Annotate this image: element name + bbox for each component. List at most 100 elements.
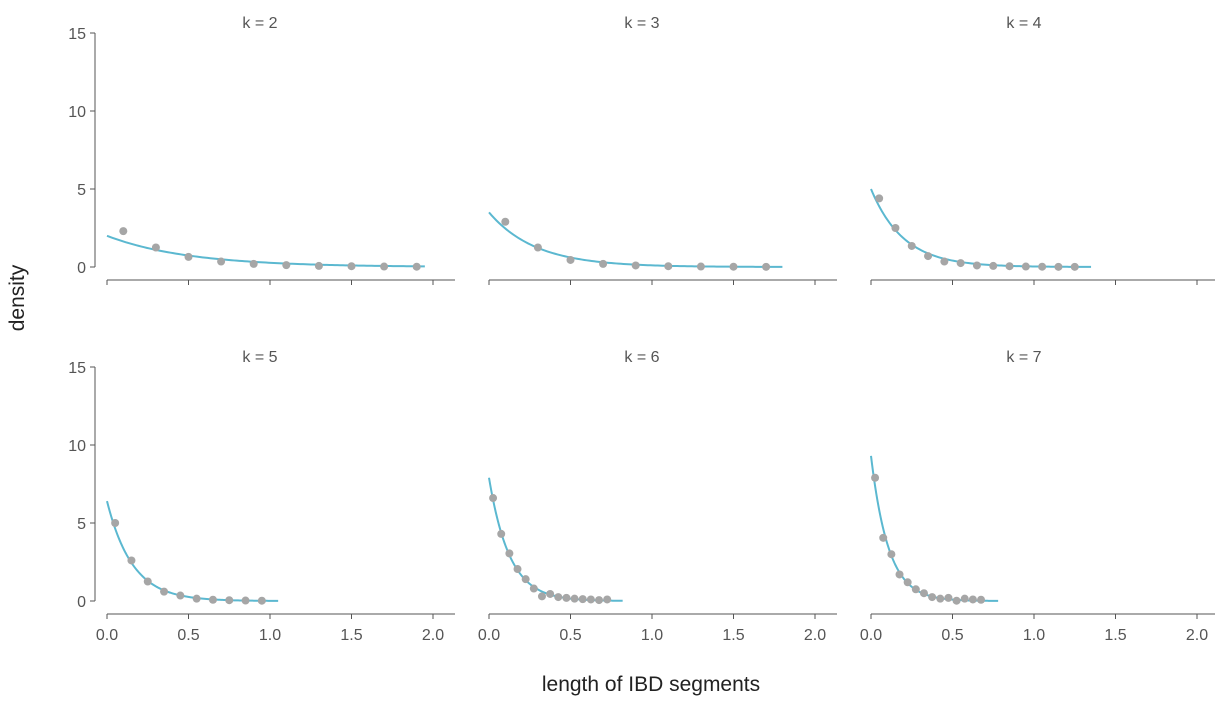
- data-point: [497, 529, 506, 538]
- fitted-curve: [106, 234, 425, 268]
- data-point: [529, 584, 538, 593]
- x-tick-label: 0.0: [96, 627, 118, 644]
- data-point: [696, 262, 705, 271]
- panel-3: k = 4: [870, 15, 1215, 285]
- data-point: [875, 194, 884, 203]
- y-tick-label: 5: [77, 182, 86, 199]
- data-point: [176, 591, 185, 600]
- data-point: [940, 257, 949, 266]
- data-point: [380, 262, 389, 271]
- data-point: [944, 593, 953, 602]
- data-point: [554, 593, 563, 602]
- data-point: [513, 565, 522, 574]
- data-point: [586, 595, 595, 604]
- fitted-curve: [488, 477, 623, 602]
- data-point: [887, 550, 896, 559]
- data-point: [578, 595, 587, 604]
- fitted-curve: [488, 211, 783, 268]
- x-tick-label: 1.0: [641, 627, 663, 644]
- data-point: [595, 596, 604, 605]
- data-point: [907, 241, 916, 250]
- x-tick-label: 0.5: [177, 627, 199, 644]
- data-point: [566, 255, 575, 264]
- panel-title: k = 2: [242, 15, 277, 32]
- data-point: [603, 595, 612, 604]
- data-point: [599, 259, 608, 268]
- data-point: [521, 575, 530, 584]
- data-point: [968, 595, 977, 604]
- x-axis-label: length of IBD segments: [542, 673, 760, 696]
- data-point: [225, 596, 234, 605]
- data-point: [729, 262, 738, 271]
- data-point: [501, 217, 510, 226]
- y-tick-label: 10: [68, 104, 86, 121]
- x-tick-label: 2.0: [1186, 627, 1208, 644]
- x-tick-label: 2.0: [422, 627, 444, 644]
- data-point: [208, 595, 217, 604]
- data-point: [1005, 262, 1014, 271]
- data-point: [347, 262, 356, 271]
- y-tick-label: 0: [77, 594, 86, 611]
- data-point: [160, 587, 169, 596]
- data-point: [1021, 262, 1030, 271]
- data-point: [1054, 262, 1063, 271]
- data-point: [412, 262, 421, 271]
- data-point: [505, 549, 514, 558]
- fitted-curve: [106, 500, 279, 602]
- fitted-curve: [870, 455, 999, 602]
- panel-4: k = 5 0.0 0.5 1.0 1.5 2.0 0 5 10 15: [68, 349, 455, 644]
- panel-title: k = 3: [624, 15, 659, 32]
- data-point: [664, 262, 673, 271]
- data-point: [871, 473, 880, 482]
- data-point: [537, 592, 546, 601]
- y-tick-label: 0: [77, 260, 86, 277]
- panel-title: k = 5: [242, 349, 277, 366]
- data-point: [249, 259, 258, 268]
- data-point: [127, 556, 136, 565]
- x-tick-label: 0.0: [860, 627, 882, 644]
- data-point: [911, 585, 920, 594]
- data-point: [956, 259, 965, 268]
- data-point: [119, 227, 128, 236]
- data-point: [184, 252, 193, 261]
- data-point: [217, 257, 226, 266]
- data-point: [489, 494, 498, 503]
- y-tick-label: 10: [68, 438, 86, 455]
- panel-title: k = 6: [624, 349, 659, 366]
- data-point: [1038, 262, 1047, 271]
- data-point: [895, 570, 904, 579]
- data-point: [314, 261, 323, 270]
- panel-title: k = 4: [1006, 15, 1041, 32]
- panel-title: k = 7: [1006, 349, 1041, 366]
- fitted-curve: [870, 188, 1092, 268]
- y-tick-label: 15: [68, 360, 86, 377]
- data-point: [989, 261, 998, 270]
- data-point: [891, 224, 900, 232]
- data-point: [977, 595, 986, 604]
- x-tick-label: 1.0: [1023, 627, 1045, 644]
- data-point: [928, 593, 937, 602]
- data-point: [919, 589, 928, 598]
- data-point: [282, 261, 291, 270]
- data-point: [936, 594, 945, 603]
- data-point: [972, 261, 981, 270]
- data-point: [241, 596, 250, 605]
- data-point: [546, 589, 555, 598]
- data-point: [924, 252, 933, 261]
- x-tick-label: 0.0: [478, 627, 500, 644]
- data-point: [257, 596, 266, 605]
- x-tick-label: 0.5: [941, 627, 963, 644]
- data-point: [879, 533, 888, 542]
- data-point: [631, 261, 640, 270]
- panel-2: k = 3: [488, 15, 837, 285]
- data-point: [151, 243, 160, 252]
- data-point: [1070, 262, 1079, 271]
- panel-5: k = 6 0.0 0.5 1.0 1.5 2.0: [478, 349, 837, 644]
- data-point: [903, 578, 912, 587]
- data-point: [762, 262, 771, 271]
- panel-6: k = 7 0.0 0.5 1.0 1.5 2.0: [860, 349, 1215, 644]
- data-point: [143, 577, 152, 586]
- x-tick-label: 1.5: [340, 627, 362, 644]
